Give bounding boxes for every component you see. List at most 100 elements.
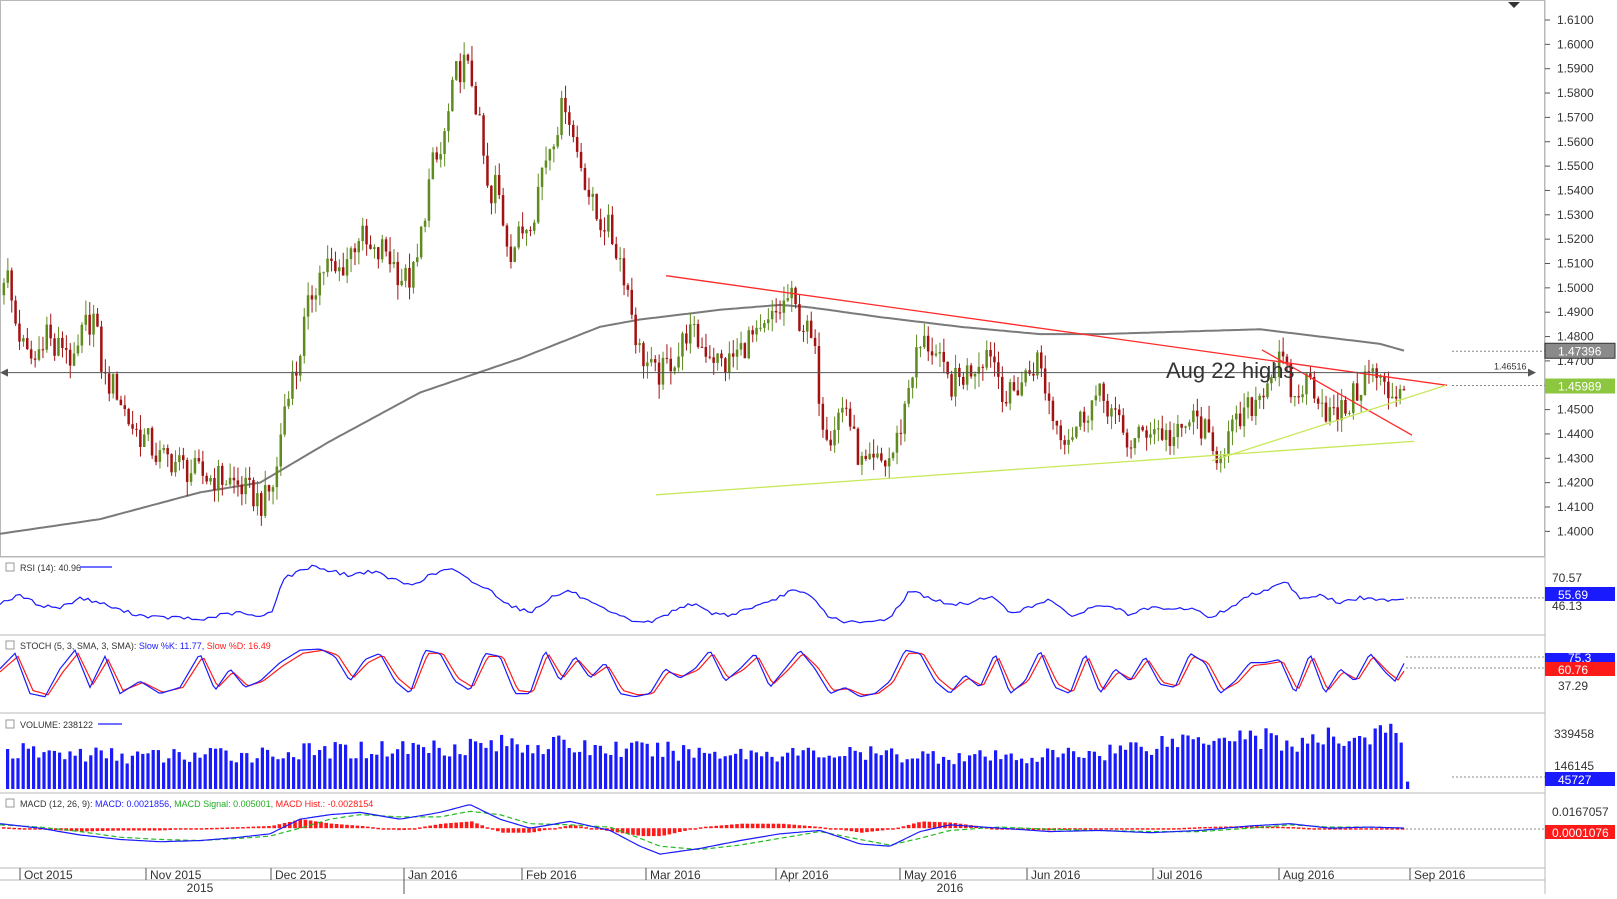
candle-body [1238,413,1242,427]
volume-bar [1254,735,1258,789]
candle-body [1223,454,1226,457]
rsi-collapse-icon[interactable] [5,562,15,572]
macd-hist-bar [116,828,120,831]
volume-bar [1316,742,1320,789]
volume-bar [120,753,124,789]
volume-bar [921,751,925,789]
price-tick-label: 1.4000 [1557,524,1594,538]
volume-bar [583,740,587,789]
volume-bar [1222,737,1226,789]
volume-bar [1300,737,1304,789]
candle-body [650,359,653,363]
candle-body [837,412,840,430]
candle-body [205,475,208,482]
volume-bar [567,748,571,789]
volume-bar [1186,735,1190,789]
macd-hist-bar [1312,828,1316,830]
candle-body [591,193,594,197]
candle-body [275,466,279,488]
candle-body [973,373,977,377]
macd-hist-bar [574,825,578,829]
candle-body [782,300,786,313]
volume-bar [988,760,992,789]
candle-body [353,248,357,253]
macd-hist-bar [121,828,126,831]
candle-body [1055,421,1059,426]
volume-bar [422,747,426,789]
candle-body [1118,409,1121,416]
hline-value-label: 1.46516 [1494,362,1527,372]
candle-body [1387,381,1390,399]
volume-bar [1118,745,1122,789]
candle-body [341,267,345,276]
candle-body [1180,423,1183,428]
macd-hist-bar [1343,828,1348,830]
volume-bar [1207,744,1211,789]
volume-bar [510,738,514,789]
volume-collapse-icon[interactable] [5,719,15,729]
candle-body [135,428,138,430]
candle-body [400,280,403,286]
volume-bar [884,750,888,789]
candle-body [306,295,310,317]
macd-hist-bar [636,828,640,836]
macd-hist-bar [698,827,703,829]
candle-body [65,348,68,350]
volume-bar [266,749,270,789]
candle-body [700,346,704,348]
macd-hist-bar [1146,828,1150,830]
candle-body [1402,389,1406,391]
macd-hist-bar [865,828,869,833]
macd-hist-bar [100,828,105,831]
candle-body [568,112,571,125]
candle-body [1075,426,1078,438]
macd-hist-bar [334,824,339,829]
macd-hist-bar [142,828,146,831]
candle-body [1324,402,1328,422]
volume-bar [188,761,192,789]
candle-body [665,357,669,359]
macd-hist-bar [1302,827,1306,830]
macd-collapse-icon[interactable] [5,798,15,808]
volume-bar [458,754,462,789]
candle-body [1012,382,1016,391]
candle-body [1231,419,1234,432]
stoch-d-current: 60.76 [1558,663,1588,677]
volume-bar [832,757,836,789]
stoch-collapse-icon[interactable] [5,640,15,650]
volume-bar [848,747,852,789]
volume-bar [546,749,550,789]
macd-hist-bar [1364,828,1368,830]
volume-bar [338,744,342,789]
macd-hist-bar [48,828,53,830]
volume-bar [448,756,452,789]
macd-hist-bar [813,826,817,829]
volume-bar [1217,738,1221,789]
candle-body [911,377,914,388]
volume-bar [47,750,51,789]
macd-hist-bar [626,828,630,834]
candle-body [681,333,684,357]
volume-bar [1399,742,1403,789]
candle-body [517,226,520,248]
candle-body [1176,423,1179,438]
macd-hist-bar [620,828,625,834]
volume-bar [1259,749,1263,789]
volume-bar [1072,751,1076,789]
rsi-label: RSI (14): 40.96 [20,563,81,573]
candle-body [53,338,56,356]
candle-body [1001,376,1004,402]
month-label: May 2016 [904,868,957,882]
candle-body [1281,351,1285,357]
candle-body [1313,377,1316,399]
scroll-down-icon[interactable] [1508,2,1520,8]
volume-bar [214,748,218,789]
candle-body [848,408,852,427]
candle-body [611,214,614,245]
candle-body [630,289,633,315]
volume-bar [1394,733,1398,789]
macd-hist-bar [428,825,432,829]
candle-body [482,115,485,156]
candle-body [365,225,368,245]
volume-bar [723,756,727,789]
